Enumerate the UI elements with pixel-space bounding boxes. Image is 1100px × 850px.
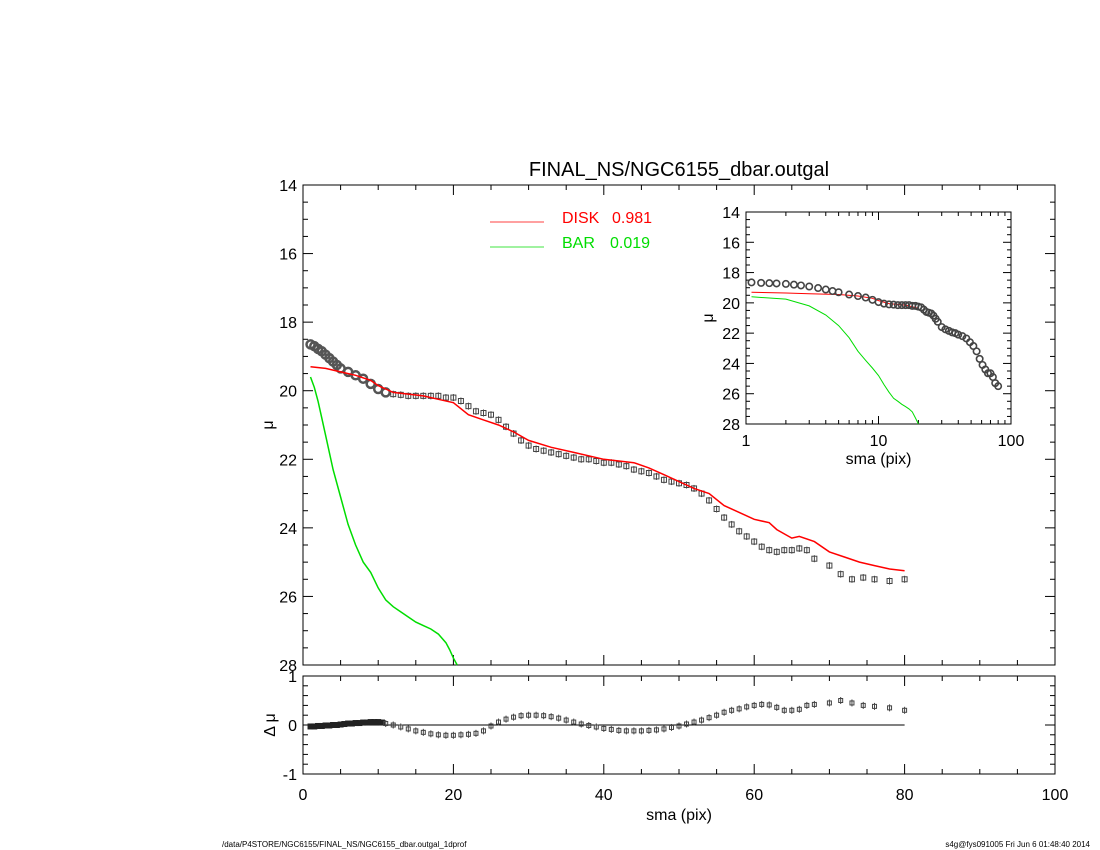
inset-x-axis-label: sma (pix) — [846, 451, 912, 468]
inset-observed-point — [954, 330, 963, 339]
legend-disk-value: 0.981 — [612, 210, 652, 227]
main-y-axis-label: μ — [260, 420, 277, 429]
inset-frame — [745, 211, 1012, 425]
footer-file-path: /data/P4STORE/NGC6155/FINAL_NS/NGC6155_d… — [222, 840, 467, 849]
inset-y-tick-label: 22 — [722, 326, 740, 343]
main-plot: 14 16 18 20 22 24 26 28 μ — [260, 178, 1056, 675]
inset-x-tick-label: 10 — [870, 433, 888, 450]
main-y-tick-label: 14 — [279, 178, 297, 195]
inset-observed-point — [994, 382, 1003, 391]
main-y-tick-label: 26 — [279, 589, 297, 606]
main-y-tick-label: 20 — [279, 384, 297, 401]
residual-x-tick-label: 0 — [299, 787, 308, 804]
legend: DISK 0.981 BAR 0.019 — [490, 210, 652, 252]
legend-bar-value: 0.019 — [610, 235, 650, 252]
series-line-disk — [310, 365, 905, 572]
legend-disk-name: DISK — [562, 210, 600, 227]
footer-timestamp: s4g@fys091005 Fri Jun 6 01:48:40 2014 — [945, 840, 1090, 849]
inset-y-axis-label: μ — [700, 313, 717, 322]
x-axis-label: sma (pix) — [646, 807, 712, 824]
inset-observed-point — [972, 347, 981, 356]
inset-observed-point — [897, 301, 906, 310]
main-y-tick-label: 16 — [279, 247, 297, 264]
inset-observed-point — [983, 369, 992, 378]
main-y-tick-label: 18 — [279, 315, 297, 332]
residual-x-tick-label: 20 — [445, 787, 463, 804]
residual-x-tick-label: 60 — [745, 787, 763, 804]
residual-y-tick-label: -1 — [283, 767, 297, 784]
inset-x-tick-label: 100 — [998, 433, 1025, 450]
inset-observed-point — [893, 301, 902, 310]
inset-observed-point — [747, 278, 756, 287]
inset-y-tick-label: 18 — [722, 266, 740, 283]
inset-y-tick-label: 14 — [722, 205, 740, 222]
inset-observed-point — [845, 290, 854, 299]
residual-y-tick-label: 0 — [288, 718, 297, 735]
inset-series-line-bar — [751, 296, 919, 425]
inset-y-tick-label: 16 — [722, 235, 740, 252]
inset-observed-point — [765, 279, 774, 288]
inset-observed-point — [853, 292, 862, 301]
inset-observed-point — [933, 317, 942, 326]
inset-y-tick-label: 24 — [722, 356, 740, 373]
inset-y-tick-label: 20 — [722, 296, 740, 313]
inset-observed-point — [879, 299, 888, 308]
residual-data-point — [378, 719, 385, 726]
main-title: FINAL_NS/NGC6155_dbar.outgal — [529, 159, 829, 181]
inset-observed-point — [814, 284, 823, 293]
inset-observed-point — [796, 281, 805, 290]
inset-plot: 1 10 100 14 16 18 20 22 24 26 28 sma (pix) μ — [700, 205, 1024, 468]
residual-x-tick-label: 100 — [1042, 787, 1069, 804]
inset-observed-point — [927, 309, 936, 318]
residual-y-tick-label: 1 — [288, 669, 297, 686]
inset-x-tick-label: 1 — [742, 433, 751, 450]
inset-observed-point — [834, 288, 843, 297]
legend-bar-name: BAR — [562, 235, 595, 252]
inset-observed-point — [861, 293, 870, 302]
residual-x-tick-label: 40 — [595, 787, 613, 804]
inset-y-tick-label: 28 — [722, 417, 740, 434]
inset-observed-point — [884, 300, 893, 309]
residual-y-axis-label: Δ μ — [262, 713, 279, 736]
inset-y-tick-label: 26 — [722, 387, 740, 404]
inset-observed-point — [889, 300, 898, 309]
inset-observed-point — [757, 278, 766, 287]
main-y-tick-label: 22 — [279, 452, 297, 469]
main-y-tick-label: 24 — [279, 521, 297, 538]
inset-observed-point — [781, 279, 790, 288]
series-line-bar — [309, 376, 458, 666]
inset-observed-point — [975, 354, 984, 363]
inset-observed-point — [805, 282, 814, 291]
inset-observed-point — [772, 279, 781, 288]
residual-x-tick-label: 80 — [896, 787, 914, 804]
main-y-tick-label: 28 — [279, 658, 297, 675]
